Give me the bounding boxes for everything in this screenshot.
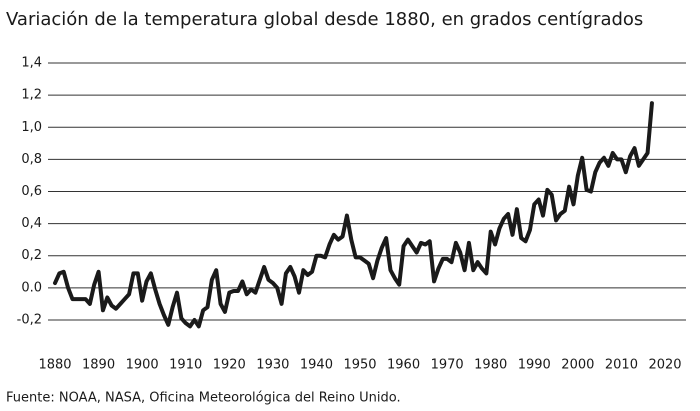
y-tick-label: 1,4	[21, 56, 42, 71]
x-tick-label: 1900	[126, 358, 159, 373]
x-tick-label: 1910	[169, 358, 202, 373]
y-tick-label: 0,2	[21, 248, 42, 263]
x-tick-label: 2020	[648, 358, 681, 373]
y-tick-label: 0,4	[21, 216, 42, 231]
x-tick-label: 1950	[343, 358, 376, 373]
x-tick-label: 1970	[431, 358, 464, 373]
y-tick-label: 1,2	[21, 88, 42, 103]
data-line	[53, 101, 654, 329]
x-tick-label: 2000	[561, 358, 594, 373]
x-tick-label: 1990	[518, 358, 551, 373]
y-tick-label: 0.0	[21, 280, 42, 295]
x-tick-label: 1920	[213, 358, 246, 373]
x-tick-label: 2010	[605, 358, 638, 373]
source-note: Fuente: NOAA, NASA, Oficina Meteorológic…	[6, 391, 401, 406]
x-tick-label: 1880	[38, 358, 71, 373]
x-tick-label: 1940	[300, 358, 333, 373]
y-tick-label: -0,2	[17, 312, 42, 327]
x-tick-label: 1930	[256, 358, 289, 373]
x-tick-label: 1890	[82, 358, 115, 373]
x-tick-label: 1960	[387, 358, 420, 373]
x-tick-label: 1980	[474, 358, 507, 373]
chart-title: Variación de la temperatura global desde…	[6, 9, 643, 30]
y-tick-label: 0,8	[21, 152, 42, 167]
y-tick-label: 1,0	[21, 120, 42, 135]
y-tick-label: 0,6	[21, 184, 42, 199]
